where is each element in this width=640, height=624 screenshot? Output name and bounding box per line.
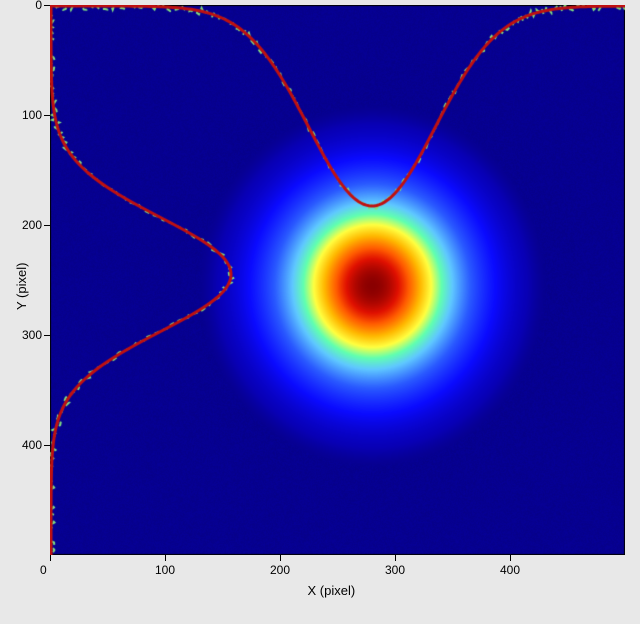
y-tick-mark	[44, 225, 50, 226]
y-tick-label: 300	[22, 328, 42, 342]
y-tick-mark	[44, 5, 50, 6]
y-tick-mark	[44, 115, 50, 116]
x-tick-mark	[50, 555, 51, 561]
x-axis-label: X (pixel)	[308, 583, 356, 598]
y-tick-mark	[44, 335, 50, 336]
x-tick-label: 100	[155, 563, 175, 577]
y-tick-mark	[44, 445, 50, 446]
x-tick-label: 0	[40, 563, 47, 577]
y-tick-label: 200	[22, 218, 42, 232]
x-tick-mark	[165, 555, 166, 561]
y-tick-label: 0	[35, 0, 42, 12]
y-tick-label: 400	[22, 438, 42, 452]
heatmap-plot	[50, 5, 625, 555]
x-tick-label: 400	[500, 563, 520, 577]
x-tick-label: 200	[270, 563, 290, 577]
x-tick-mark	[510, 555, 511, 561]
figure-frame: X (pixel) Y (pixel) 0 100 200 300 400 0 100 200…	[0, 0, 640, 624]
x-tick-mark	[280, 555, 281, 561]
y-tick-label: 100	[22, 108, 42, 122]
x-tick-mark	[395, 555, 396, 561]
x-tick-label: 300	[385, 563, 405, 577]
y-axis-label: Y (pixel)	[14, 263, 29, 310]
